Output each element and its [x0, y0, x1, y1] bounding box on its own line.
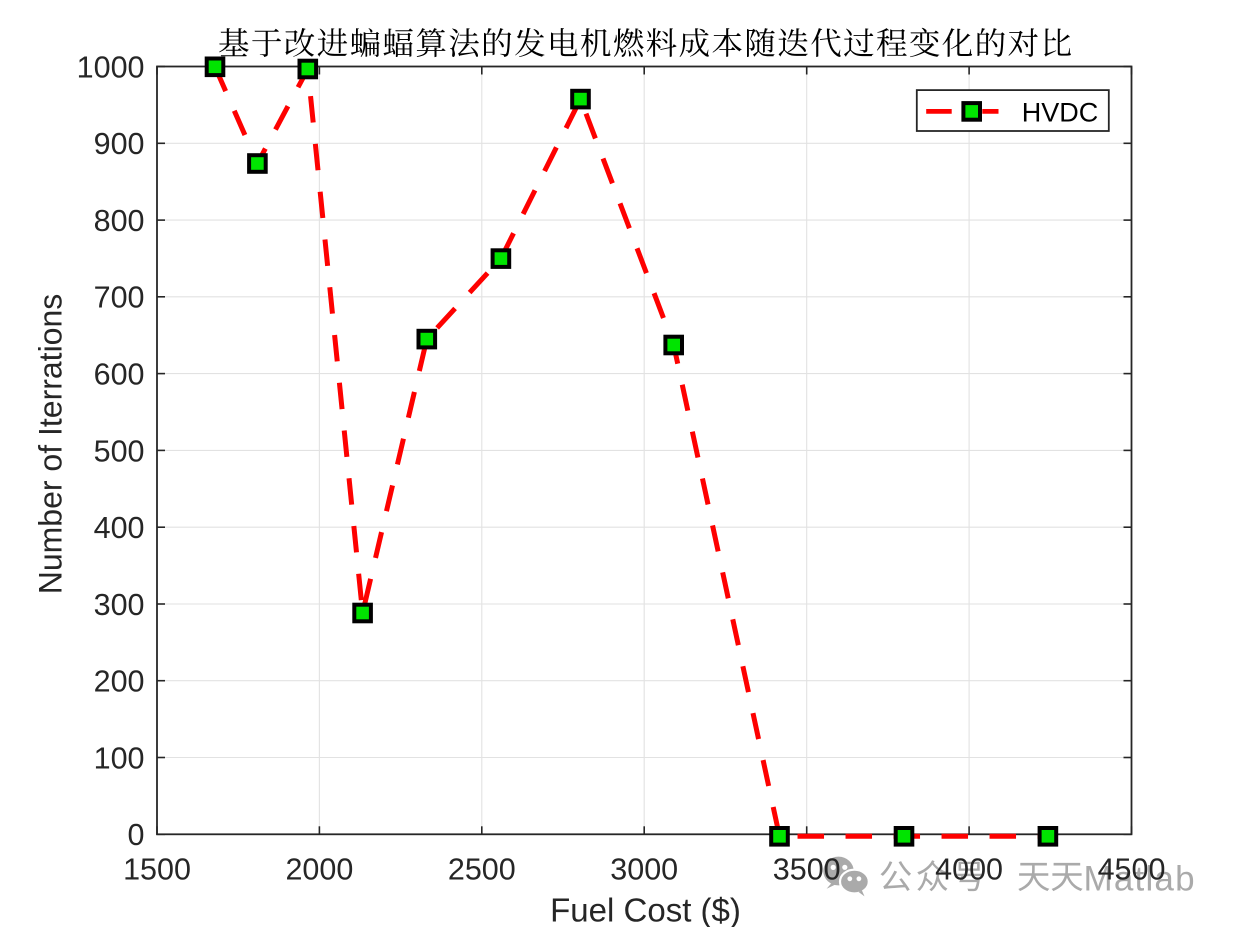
svg-text:HVDC: HVDC — [1022, 98, 1099, 128]
svg-text:600: 600 — [94, 358, 145, 392]
svg-text:2000: 2000 — [285, 853, 353, 887]
svg-text:700: 700 — [94, 281, 145, 315]
svg-text:300: 300 — [94, 588, 145, 622]
svg-text:900: 900 — [94, 127, 145, 161]
svg-text:4000: 4000 — [935, 853, 1003, 887]
svg-text:3500: 3500 — [773, 853, 841, 887]
svg-text:Matlab: Matlab — [1084, 860, 1196, 899]
svg-text:Fuel Cost ($): Fuel Cost ($) — [550, 892, 741, 928]
svg-text:400: 400 — [94, 511, 145, 545]
svg-text:1000: 1000 — [77, 50, 145, 84]
svg-text:500: 500 — [94, 434, 145, 468]
svg-text:4500: 4500 — [1098, 853, 1166, 887]
svg-text:2500: 2500 — [448, 853, 516, 887]
svg-text:200: 200 — [94, 665, 145, 699]
svg-text:Number of Iterrations: Number of Iterrations — [33, 294, 69, 595]
svg-text:800: 800 — [94, 204, 145, 238]
svg-text:0: 0 — [128, 818, 145, 852]
svg-text:100: 100 — [94, 741, 145, 775]
svg-text:3000: 3000 — [610, 853, 678, 887]
svg-text:1500: 1500 — [123, 853, 191, 887]
